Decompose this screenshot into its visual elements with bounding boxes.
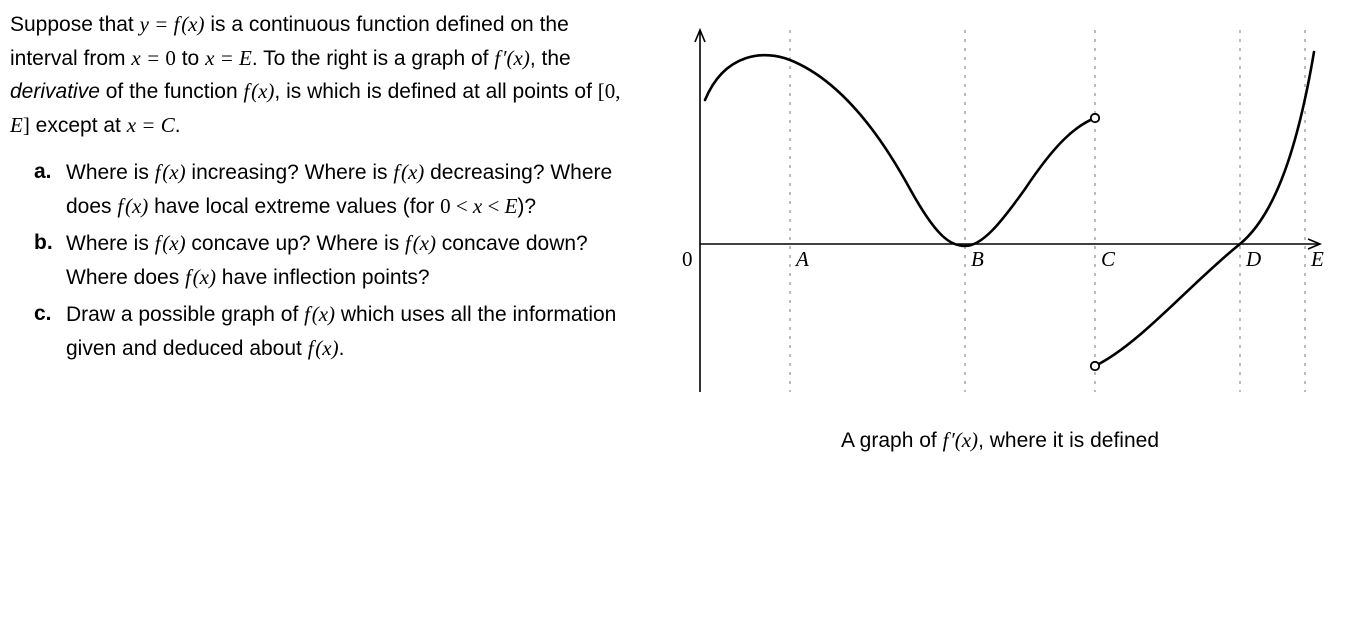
math-fx: f (x) <box>244 79 275 103</box>
intro-text: to <box>176 47 205 70</box>
caption-text: , where it is defined <box>978 429 1159 452</box>
question-b: b. Where is f (x) concave up? Where is f… <box>34 227 630 294</box>
intro-text: of the function <box>100 80 244 103</box>
question-a: a. Where is f (x) increasing? Where is f… <box>34 156 630 223</box>
svg-text:D: D <box>1245 247 1261 271</box>
qa-text: have local extreme values (for <box>148 195 440 218</box>
math-fx: f (x) <box>304 302 335 326</box>
question-c-label: c. <box>34 298 52 331</box>
page-layout: Suppose that y = f (x) is a continuous f… <box>10 8 1351 453</box>
intro-text: , is which is defined at all points of <box>274 80 597 103</box>
question-b-label: b. <box>34 227 53 260</box>
left-column: Suppose that y = f (x) is a continuous f… <box>10 8 650 369</box>
qb-text: concave up? Where is <box>186 232 405 255</box>
question-list: a. Where is f (x) increasing? Where is f… <box>10 156 630 365</box>
intro-text: . <box>175 114 181 137</box>
question-a-label: a. <box>34 156 52 189</box>
math-x-eq-0: x = 0 <box>131 46 176 70</box>
qc-text: Draw a possible graph of <box>66 303 304 326</box>
math-fx: f (x) <box>308 336 339 360</box>
math-fx: f (x) <box>155 231 186 255</box>
math-fx: f (x) <box>155 160 186 184</box>
qa-text: Where is <box>66 161 155 184</box>
math-fprime-x: f ′(x) <box>494 46 530 70</box>
svg-text:A: A <box>794 247 809 271</box>
qb-text: have inflection points? <box>216 266 430 289</box>
graph-container: 0 A B C D E A graph of f ′(x), where it is de… <box>670 14 1330 453</box>
qb-text: Where is <box>66 232 155 255</box>
math-x-eq-E: x = E <box>205 46 252 70</box>
intro-em: derivative <box>10 80 100 103</box>
intro-text: . To the right is a graph of <box>252 47 494 70</box>
qa-text: )? <box>517 195 536 218</box>
qc-text: . <box>339 337 345 360</box>
intro-text: Suppose that <box>10 13 140 36</box>
math-fprime-x: f ′(x) <box>943 428 979 452</box>
math-fx: f (x) <box>393 160 424 184</box>
intro-text: except at <box>30 114 127 137</box>
svg-text:C: C <box>1101 247 1116 271</box>
svg-text:B: B <box>971 247 984 271</box>
graph-caption: A graph of f ′(x), where it is defined <box>670 428 1330 453</box>
caption-text: A graph of <box>841 429 943 452</box>
qa-text: increasing? Where is <box>186 161 394 184</box>
svg-text:E: E <box>1310 247 1324 271</box>
intro-text: , the <box>530 47 571 70</box>
math-fx: f (x) <box>405 231 436 255</box>
math-0-lt-x-lt-E: 0 < x < E <box>440 194 517 218</box>
math-x-eq-C: x = C <box>127 113 175 137</box>
math-fx: f (x) <box>117 194 148 218</box>
question-c: c. Draw a possible graph of f (x) which … <box>34 298 630 365</box>
derivative-graph: 0 A B C D E <box>670 14 1330 404</box>
intro-paragraph: Suppose that y = f (x) is a continuous f… <box>10 8 630 142</box>
svg-text:0: 0 <box>682 247 693 271</box>
right-column: 0 A B C D E A graph of f ′(x), where it is de… <box>650 8 1340 453</box>
math-fx: f (x) <box>185 265 216 289</box>
math-y-eq-fx: y = f (x) <box>140 12 205 36</box>
